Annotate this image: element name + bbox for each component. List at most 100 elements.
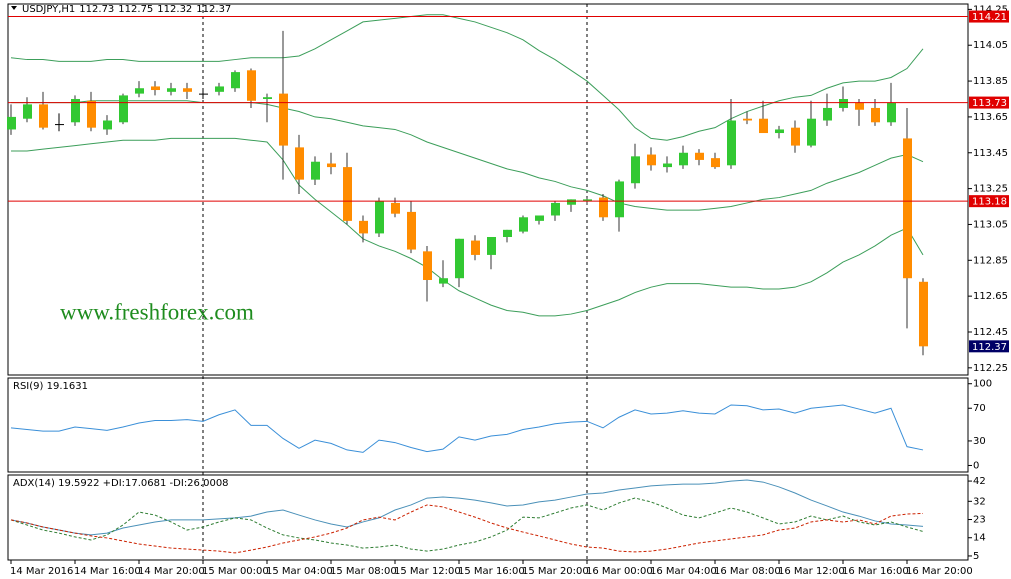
candle-body [775, 129, 784, 134]
x-tick-label: 15 Mar 16:00 [458, 566, 525, 577]
level-label: 114.21 [972, 12, 1007, 23]
x-tick-label: 14 Mar 16:00 [74, 566, 141, 577]
candle-body [871, 107, 880, 123]
candle-body [823, 107, 832, 121]
candle-body [695, 152, 704, 160]
candle-body [631, 156, 640, 184]
candle-body [583, 199, 592, 202]
candle-body [119, 95, 128, 123]
candle-body [743, 118, 752, 121]
candle-body [311, 161, 320, 180]
candle-body [7, 116, 16, 130]
candle-body [407, 211, 416, 250]
candle-body [87, 100, 96, 128]
price-label-bg [969, 340, 1009, 353]
candle-body [327, 163, 336, 168]
y-tick-label: 30 [973, 436, 986, 447]
ohlc-low: 112.32 [157, 4, 192, 15]
candle-body [279, 93, 288, 146]
candle-body [103, 120, 112, 130]
indicator-line [10, 404, 924, 453]
candle-body [455, 238, 464, 279]
band-line [11, 100, 924, 211]
candle-body [807, 118, 816, 146]
candle-body [231, 72, 240, 89]
candle-body [551, 202, 560, 216]
symbol: USDJPY,H1 [22, 4, 75, 15]
candle-body [919, 281, 928, 347]
y-tick-label: 23 [973, 515, 986, 526]
x-tick-label: 16 Mar 20:00 [906, 566, 973, 577]
candle-body [711, 158, 720, 168]
candle-body [503, 229, 512, 237]
y-tick-label: 112.85 [973, 255, 1008, 266]
candle-body [55, 124, 64, 126]
y-tick-label: 112.65 [973, 291, 1008, 302]
candle-body [167, 88, 176, 92]
y-tick-label: 114.25 [973, 4, 1008, 15]
candle-body [535, 215, 544, 221]
y-tick-label: 0 [973, 460, 979, 471]
y-tick-label: 113.45 [973, 148, 1008, 159]
candle-body [567, 199, 576, 205]
level-label-bg [969, 96, 1009, 109]
candle-body [343, 167, 352, 221]
price-label: 112.37 [972, 342, 1007, 353]
x-tick-label: 15 Mar 04:00 [266, 566, 333, 577]
candle-body [599, 197, 608, 218]
level-label-bg [969, 10, 1009, 23]
indicator-line [10, 479, 924, 536]
y-tick-label: 112.45 [973, 327, 1008, 338]
candle-body [439, 278, 448, 284]
panel-title: RSI(9) 19.1631 [13, 381, 88, 392]
candle-body [647, 154, 656, 166]
x-tick-label: 15 Mar 08:00 [330, 566, 397, 577]
x-tick-label: 16 Mar 00:00 [586, 566, 653, 577]
level-label-bg [969, 195, 1009, 208]
x-tick-label: 16 Mar 12:00 [778, 566, 845, 577]
x-tick-label: 16 Mar 04:00 [650, 566, 717, 577]
candle-body [519, 217, 528, 232]
y-tick-label: 5 [973, 551, 979, 562]
band-line [11, 137, 924, 317]
candle-body [391, 202, 400, 214]
indicator-line [10, 497, 924, 552]
menu-triangle [11, 6, 17, 10]
panel-frame [7, 474, 969, 561]
level-label: 113.18 [972, 197, 1007, 208]
ohlc-high: 112.75 [118, 4, 153, 15]
candle-body [375, 201, 384, 234]
y-tick-label: 114.05 [973, 40, 1008, 51]
y-tick-label: 42 [973, 476, 986, 487]
candle-body [295, 147, 304, 180]
x-tick-label: 14 Mar 2016 [10, 566, 73, 577]
candle-body [39, 104, 48, 128]
candle-body [247, 70, 256, 101]
candle-body [151, 86, 160, 91]
candle-body [135, 88, 144, 94]
candle-body [855, 102, 864, 110]
candle-body [759, 118, 768, 134]
y-tick-label: 32 [973, 496, 986, 507]
candle-body [679, 152, 688, 166]
candle-body [727, 120, 736, 166]
x-tick-label: 16 Mar 16:00 [842, 566, 909, 577]
candle-body [263, 97, 272, 99]
candle-body [23, 104, 32, 119]
candle-body [471, 240, 480, 255]
candle-body [903, 138, 912, 279]
candle-body [183, 88, 192, 92]
candle-body [487, 236, 496, 255]
x-tick-label: 15 Mar 20:00 [522, 566, 589, 577]
candle-body [615, 181, 624, 218]
x-tick-label: 16 Mar 08:00 [714, 566, 781, 577]
candle-body [663, 163, 672, 168]
y-tick-label: 70 [973, 403, 986, 414]
y-tick-label: 112.25 [973, 363, 1008, 374]
ohlc-open: 112.73 [79, 4, 114, 15]
chart-header: USDJPY,H1 112.73 112.75 112.32 112.37 [22, 4, 231, 15]
y-tick-label: 113.25 [973, 184, 1008, 195]
x-tick-label: 15 Mar 00:00 [202, 566, 269, 577]
y-tick-label: 113.65 [973, 112, 1008, 123]
candle-body [423, 251, 432, 281]
